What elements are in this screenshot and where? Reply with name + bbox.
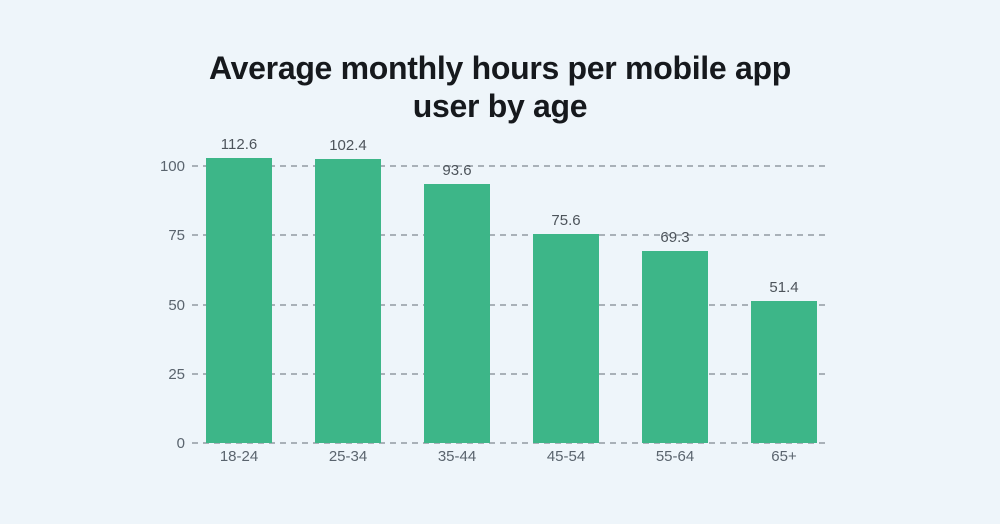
bar-value-label: 93.6	[442, 162, 472, 179]
x-axis-label: 18-24	[219, 448, 259, 465]
x-axis-label: 35-44	[437, 448, 477, 465]
gridline	[192, 234, 830, 237]
y-axis-tick-label: 100	[159, 158, 185, 175]
bar-value-label: 51.4	[769, 279, 799, 296]
bar-18-24	[206, 158, 272, 443]
x-axis-label: 55-64	[655, 448, 695, 465]
chart-title: Average monthly hours per mobile app use…	[209, 50, 791, 124]
y-axis-tick-label: 75	[168, 227, 185, 245]
bar-65+	[751, 301, 817, 443]
bar-value-label: 112.6	[220, 136, 258, 153]
bar-25-34	[315, 159, 381, 443]
x-axis-label: 25-34	[328, 448, 368, 465]
plot-area	[192, 158, 830, 443]
bar-55-64	[642, 251, 708, 443]
bar-value-label: 102.4	[329, 137, 367, 154]
x-axis-label: 65+	[771, 448, 797, 465]
gridline	[192, 442, 830, 444]
y-axis-tick-label: 50	[168, 296, 185, 314]
gridline	[192, 372, 830, 375]
bar-value-label: 69.3	[660, 229, 690, 246]
gridline	[192, 303, 830, 306]
bar-value-label: 75.6	[551, 212, 581, 229]
bar-45-54	[533, 234, 599, 443]
y-axis-tick-label: 25	[168, 365, 185, 383]
y-axis-tick-label: 0	[176, 435, 185, 452]
gridline	[192, 165, 830, 167]
x-axis-label: 45-54	[546, 448, 586, 465]
bar-35-44	[424, 184, 490, 443]
